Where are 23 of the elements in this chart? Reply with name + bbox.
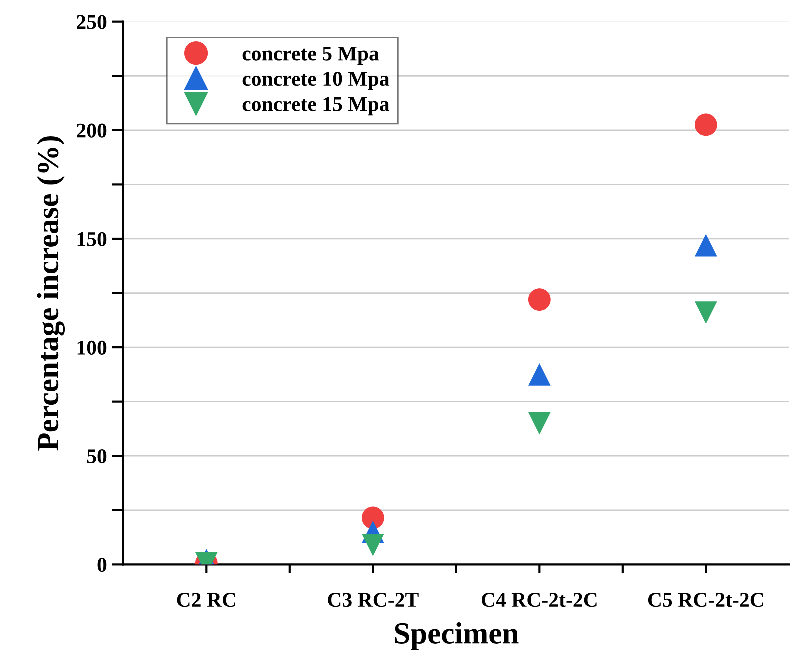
- x-axis-title: Specimen: [395, 622, 519, 650]
- point: [528, 288, 551, 311]
- point: [362, 534, 384, 556]
- point: [694, 114, 718, 136]
- x-tick-label: C4 RC-2t-2C: [482, 593, 597, 608]
- x-tick-label: C5 RC-2t-2C: [648, 593, 764, 608]
- y-tick-label: 200: [77, 124, 107, 138]
- legend-label: concrete 10 Mpa: [242, 72, 390, 90]
- point: [694, 234, 718, 257]
- point: [528, 412, 551, 435]
- point: [528, 363, 551, 386]
- y-tick-label: 250: [77, 15, 107, 30]
- y-tick-label: 0: [98, 558, 107, 572]
- y-tick-label: 100: [78, 340, 107, 355]
- x-tick-label: C3 RC-2T: [328, 593, 419, 608]
- y-tick-label: 150: [78, 232, 107, 246]
- legend-label: concrete 15 Mpa: [242, 97, 390, 116]
- legend-label: concrete 5 Mpa: [242, 46, 380, 66]
- x-tick-label: C2 RC: [177, 593, 236, 608]
- y-tick-label: 50: [87, 449, 107, 464]
- point: [694, 302, 718, 324]
- point: [362, 506, 384, 530]
- y-axis-title: Percentage increase (%): [37, 136, 66, 451]
